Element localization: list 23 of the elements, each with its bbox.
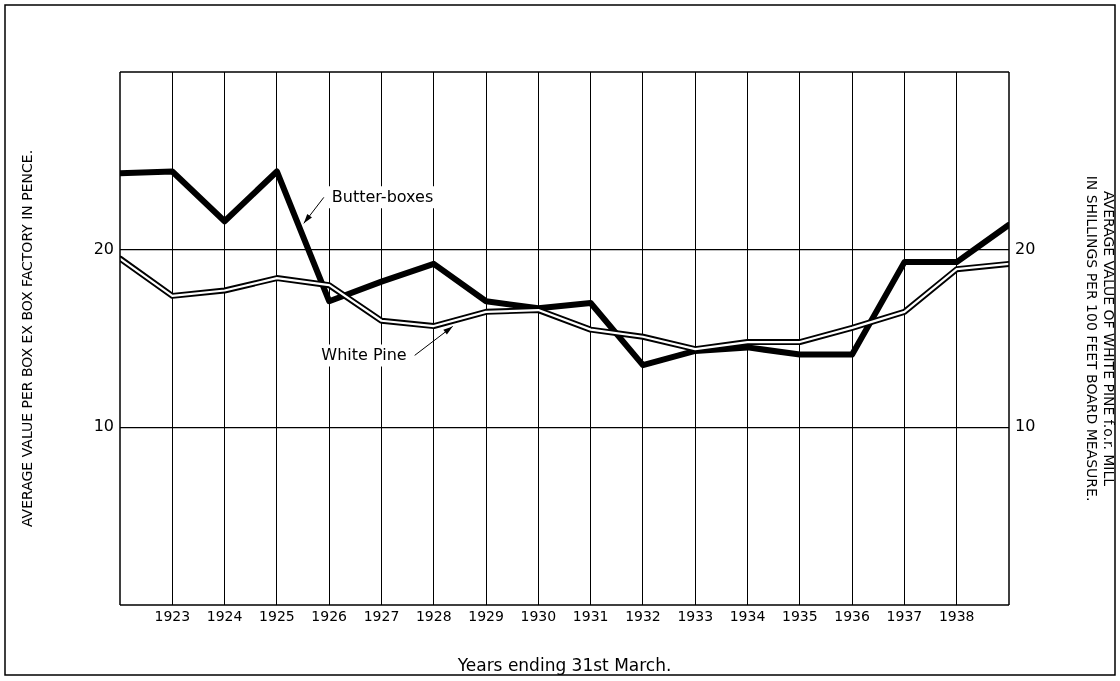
x-tick-label: 1934: [729, 608, 766, 625]
x-tick-label: 1928: [415, 608, 452, 625]
x-tick-label: 1932: [625, 608, 661, 625]
text: Butter-boxes: [331, 186, 434, 206]
x-tick-label: 1923: [154, 608, 191, 625]
x-tick-label: 1929: [468, 608, 504, 625]
x-tick-label: 1927: [363, 608, 400, 625]
x-tick-label: 1936: [834, 608, 871, 625]
x-tick-label: 1935: [782, 608, 818, 625]
series-label: White Pine: [321, 344, 407, 364]
y2-tick-label: 10: [1015, 416, 1036, 436]
y2-axis-title: AVERAGE VALUE OF WHITE PINE f.o.r. MILL IN SHILLINGS PER 100 FEET BOARD MEASURE.: [1084, 175, 1117, 502]
x-axis-title: Years ending 31st March.: [456, 655, 672, 676]
x-tick-label: 1931: [572, 608, 609, 625]
x-tick-label: 1930: [520, 608, 557, 625]
x-tick-label: 1933: [677, 608, 714, 625]
x-tick-label: 1925: [259, 608, 295, 625]
x-tick-label: 1938: [938, 608, 975, 625]
y2-tick-label: 20: [1015, 238, 1036, 258]
x-tick-label: 1924: [206, 608, 243, 625]
x-tick-label: 1926: [311, 608, 348, 625]
x-tick-label: 1937: [886, 608, 923, 625]
y-axis-title: AVERAGE VALUE PER BOX EX BOX FACTORY IN PENCE.: [19, 149, 36, 528]
